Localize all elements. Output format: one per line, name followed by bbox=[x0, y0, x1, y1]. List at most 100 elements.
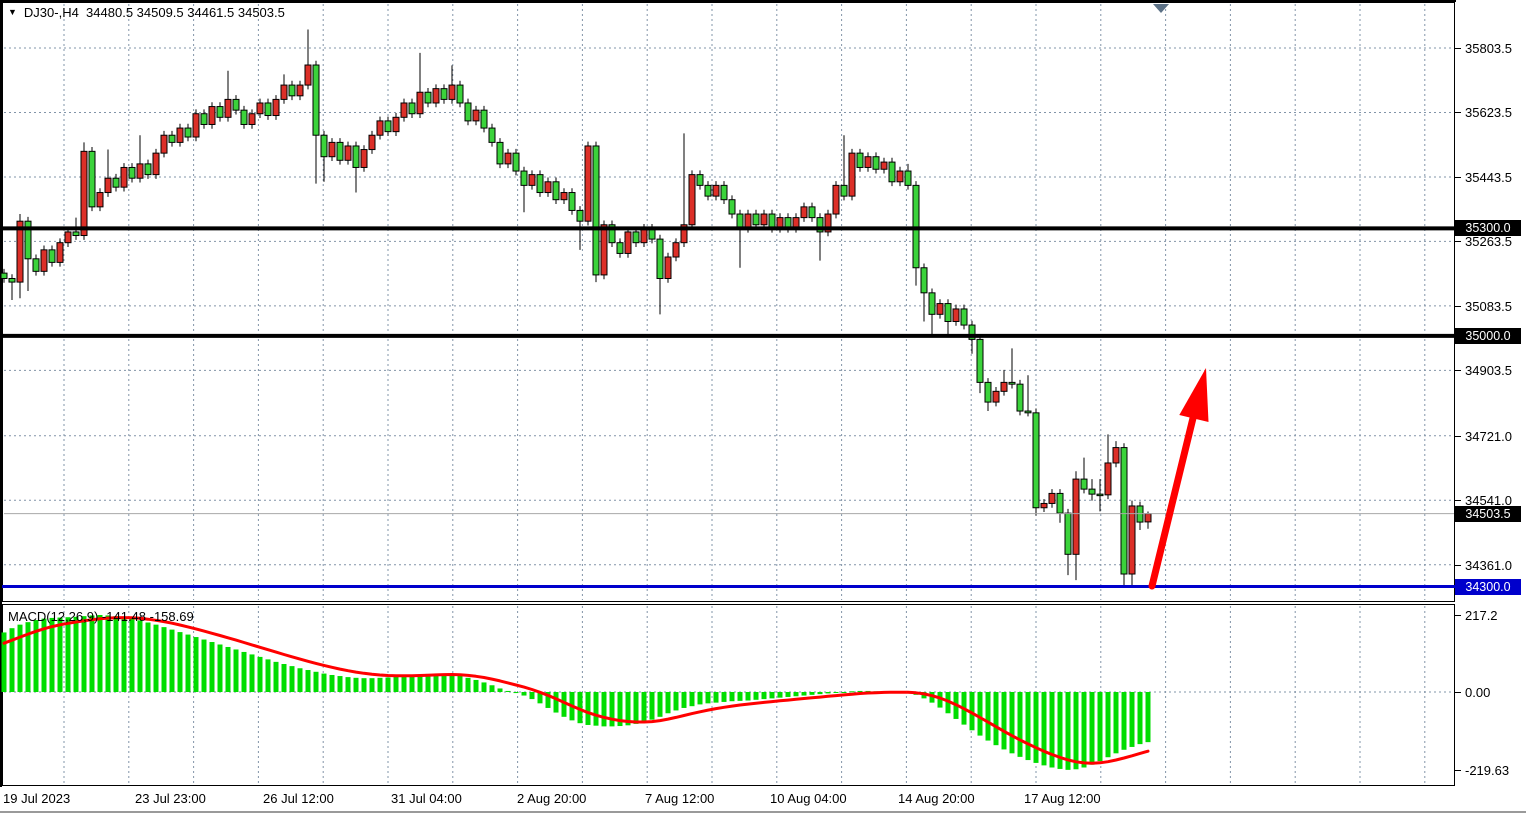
macd-histogram-bar bbox=[929, 692, 935, 703]
macd-histogram-bar bbox=[529, 692, 535, 700]
candle-body bbox=[176, 127, 184, 143]
candlestick-chart-canvas[interactable] bbox=[0, 0, 1456, 813]
candle-body bbox=[368, 134, 376, 151]
macd-histogram-bar bbox=[745, 692, 751, 701]
macd-histogram-bar bbox=[425, 673, 431, 692]
candle-body bbox=[1104, 462, 1112, 496]
macd-histogram-bar bbox=[249, 654, 255, 692]
candle-body bbox=[1072, 478, 1080, 555]
level-price-badge: 35300.0 bbox=[1455, 220, 1521, 237]
candle-body bbox=[280, 84, 288, 100]
axis-tick-mark bbox=[1455, 435, 1461, 437]
candle-body bbox=[344, 145, 352, 161]
macd-histogram-bar bbox=[1129, 692, 1135, 747]
candle-body bbox=[376, 120, 384, 136]
trend-arrow-head-icon[interactable] bbox=[1179, 368, 1209, 422]
candle-body bbox=[472, 109, 480, 122]
axis-tick-mark bbox=[1455, 500, 1461, 502]
price-axis-tick-label: 35263.5 bbox=[1455, 233, 1526, 249]
candle-body bbox=[528, 174, 536, 186]
candle-body bbox=[712, 184, 720, 197]
candle-body bbox=[256, 102, 264, 115]
candle-body bbox=[184, 127, 192, 138]
trend-arrow-shaft[interactable] bbox=[1148, 410, 1198, 590]
time-axis-label: 10 Aug 04:00 bbox=[770, 791, 847, 806]
macd-histogram-bar bbox=[409, 675, 415, 692]
candle-body bbox=[976, 338, 984, 383]
macd-histogram-bar bbox=[521, 692, 527, 696]
candle-body bbox=[1080, 478, 1088, 490]
candle-body bbox=[224, 98, 232, 118]
candle-body bbox=[856, 152, 864, 168]
candle-body bbox=[536, 174, 544, 194]
candle-body bbox=[616, 242, 624, 254]
candle-body bbox=[1024, 410, 1032, 414]
macd-histogram-bar bbox=[233, 649, 239, 692]
macd-histogram-bar bbox=[377, 677, 383, 692]
macd-histogram-bar bbox=[617, 692, 623, 727]
candle-body bbox=[352, 145, 360, 168]
axis-tick-mark bbox=[1455, 176, 1461, 178]
candle-body bbox=[1048, 492, 1056, 504]
macd-histogram-bar bbox=[65, 617, 71, 692]
macd-histogram-bar bbox=[737, 692, 743, 701]
macd-histogram-bar bbox=[313, 671, 319, 692]
macd-histogram-bar bbox=[937, 692, 943, 708]
macd-histogram-bar bbox=[1033, 692, 1039, 763]
current-price-badge: 34503.5 bbox=[1455, 505, 1521, 522]
candle-body bbox=[88, 150, 96, 208]
macd-histogram-bar bbox=[145, 622, 151, 692]
candle-body bbox=[1144, 513, 1152, 523]
macd-histogram-bar bbox=[153, 624, 159, 692]
macd-histogram-bar bbox=[689, 692, 695, 707]
time-axis[interactable]: 19 Jul 2023 23 Jul 23:00 26 Jul 12:00 31 Ju… bbox=[0, 787, 1456, 811]
macd-histogram-bar bbox=[777, 692, 783, 698]
candle-body bbox=[552, 181, 560, 201]
candle-body bbox=[40, 249, 48, 272]
candle-body bbox=[504, 152, 512, 165]
candle-body bbox=[576, 209, 584, 222]
price-axis[interactable]: 35803.5 35623.5 35443.5 35263.5 35083.5 34903… bbox=[1455, 0, 1526, 786]
candle-body bbox=[632, 231, 640, 244]
candle-body bbox=[1120, 447, 1128, 575]
macd-signal-line[interactable] bbox=[2, 616, 1150, 765]
candle-body bbox=[360, 149, 368, 168]
candle-body bbox=[768, 213, 776, 229]
macd-histogram-bar bbox=[137, 620, 143, 692]
candle-body bbox=[1088, 488, 1096, 495]
time-axis-label: 26 Jul 12:00 bbox=[263, 791, 334, 806]
macd-histogram-bar bbox=[969, 692, 975, 731]
macd-histogram-bar bbox=[305, 670, 311, 692]
macd-axis-tick-label: 217.2 bbox=[1455, 607, 1526, 623]
candle-body bbox=[952, 308, 960, 322]
macd-indicator-label: MACD(12,26,9) -141.48 -158.69 bbox=[8, 609, 194, 624]
macd-histogram-bar bbox=[1145, 692, 1151, 743]
time-axis-label: 19 Jul 2023 bbox=[3, 791, 71, 806]
macd-histogram-bar bbox=[697, 692, 703, 705]
candle-body bbox=[128, 166, 136, 179]
candle-body bbox=[56, 242, 64, 263]
symbol-dropdown-icon[interactable]: ▼ bbox=[8, 7, 17, 17]
chart-shift-marker-icon[interactable] bbox=[1153, 4, 1169, 13]
candle-body bbox=[568, 192, 576, 211]
macd-panel[interactable] bbox=[2, 604, 1455, 786]
candle-body bbox=[448, 84, 456, 100]
price-axis-tick-label: 35443.5 bbox=[1455, 169, 1526, 185]
candle-body bbox=[624, 231, 632, 254]
candle-body bbox=[928, 292, 936, 315]
macd-histogram-bar bbox=[273, 661, 279, 692]
macd-histogram-bar bbox=[1081, 692, 1087, 768]
candle-body bbox=[608, 224, 616, 244]
candle-body bbox=[696, 174, 704, 186]
time-axis-label: 31 Jul 04:00 bbox=[391, 791, 462, 806]
price-axis-tick-label: 34361.0 bbox=[1455, 557, 1526, 573]
candle-body bbox=[440, 88, 448, 100]
candle-body bbox=[848, 152, 856, 197]
macd-histogram-bar bbox=[1121, 692, 1127, 750]
main-panel[interactable] bbox=[2, 2, 1455, 602]
candle-body bbox=[824, 213, 832, 233]
macd-histogram-bar bbox=[17, 624, 23, 692]
macd-histogram-bar bbox=[857, 690, 863, 692]
candle-body bbox=[728, 199, 736, 215]
candle-body bbox=[640, 227, 648, 244]
